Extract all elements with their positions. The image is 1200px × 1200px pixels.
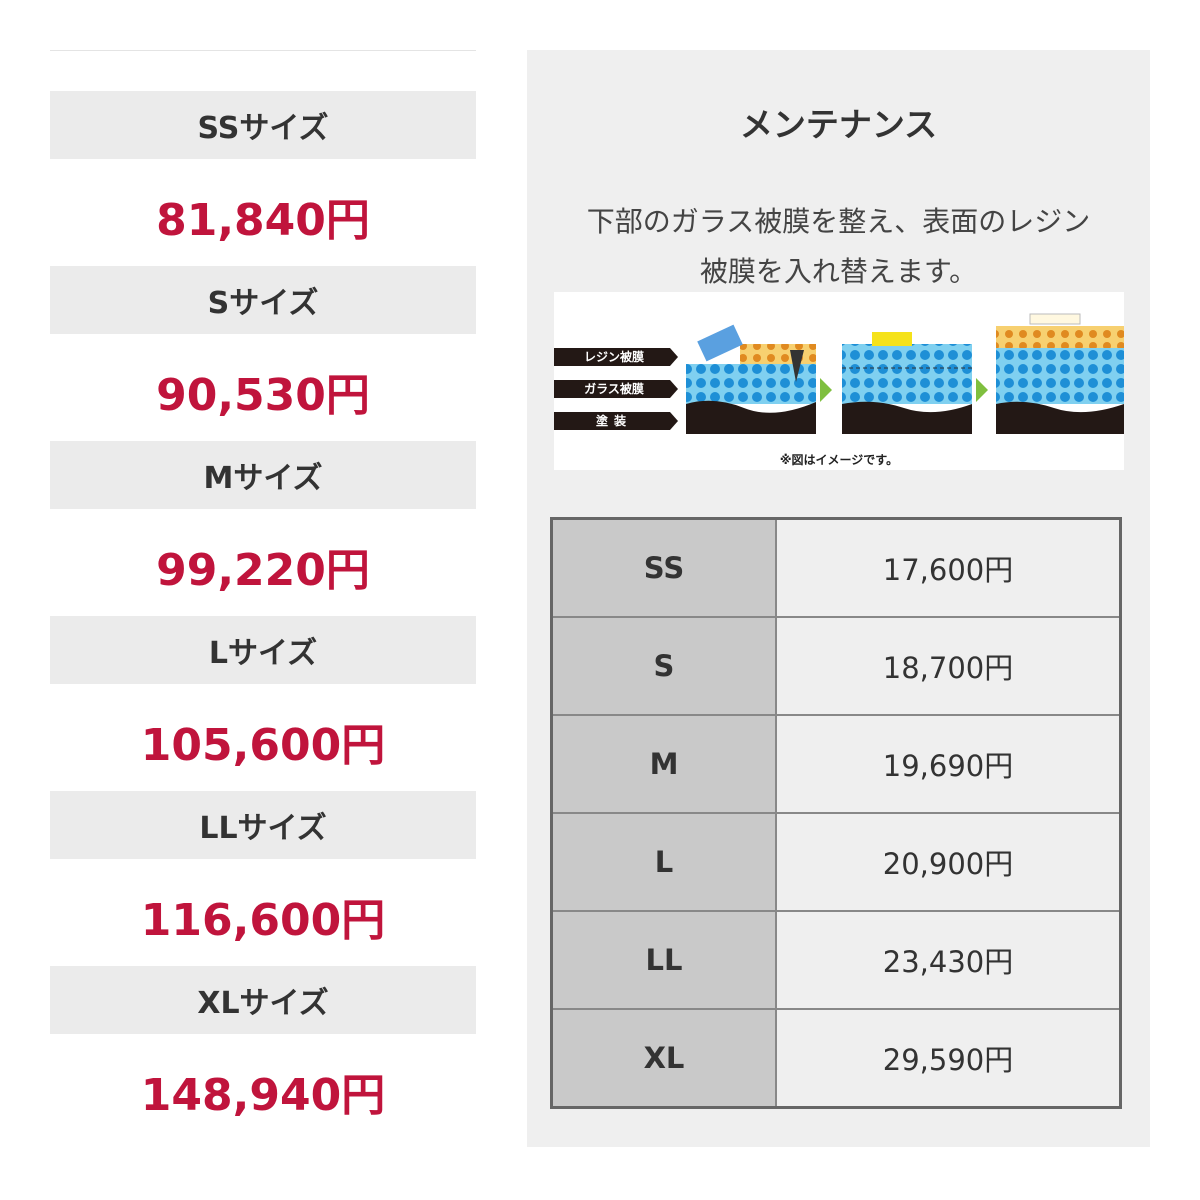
size-label: Sサイズ (50, 266, 476, 334)
table-row: M 19,690円 (550, 714, 1122, 814)
layer-label: 塗装 (596, 413, 632, 428)
size-cell: LL (550, 910, 777, 1010)
maintenance-table: SS 17,600円 S 18,700円 M 19,690円 L 20,900円 LL 23,43… (550, 517, 1122, 1109)
price-cell: 29,590円 (775, 1008, 1122, 1109)
price-list: SSサイズ 81,840円 Sサイズ 90,530円 Mサイズ 99,220円 Lサイズ 10… (50, 50, 476, 1121)
figure-note: ※図はイメージです。 (780, 453, 898, 467)
layer-tag (554, 380, 678, 398)
table-row: S 18,700円 (550, 616, 1122, 716)
size-cell: L (550, 812, 777, 912)
size-label: SSサイズ (50, 91, 476, 159)
price-cell: 23,430円 (775, 910, 1122, 1010)
price-cell: 20,900円 (775, 812, 1122, 912)
size-label: Lサイズ (50, 616, 476, 684)
layer-label: レジン被膜 (584, 349, 644, 364)
description: 下部のガラス被膜を整え、表面のレジン (586, 205, 1091, 238)
table-row: LL 23,430円 (550, 910, 1122, 1010)
layer-label: ガラス被膜 (584, 381, 644, 396)
panel-1 (686, 314, 816, 434)
size-label: Mサイズ (50, 441, 476, 509)
panel-3 (996, 313, 1124, 434)
size-cell: SS (550, 517, 777, 618)
maintenance-panel: メンテナンス 下部のガラス被膜を整え、表面のレジン 被膜を入れ替えます。 (527, 50, 1150, 1147)
table-row: XL 29,590円 (550, 1008, 1122, 1109)
size-price: 148,940円 (140, 1070, 386, 1121)
size-cell: XL (550, 1008, 777, 1109)
price-cell: 19,690円 (775, 714, 1122, 814)
size-price: 116,600円 (140, 895, 386, 946)
size-price: 99,220円 (156, 545, 370, 596)
size-cell: S (550, 616, 777, 716)
panel-title: メンテナンス (739, 105, 938, 144)
size-label: LLサイズ (50, 791, 476, 859)
layer-tag (554, 348, 678, 366)
description: 被膜を入れ替えます。 (699, 255, 978, 288)
size-cell: M (550, 714, 777, 814)
size-price: 81,840円 (156, 195, 370, 246)
size-label: XLサイズ (50, 966, 476, 1034)
table-row: SS 17,600円 (550, 517, 1122, 618)
price-cell: 17,600円 (775, 517, 1122, 618)
size-price: 105,600円 (140, 720, 386, 771)
table-row: L 20,900円 (550, 812, 1122, 912)
size-price: 90,530円 (156, 370, 370, 421)
price-cell: 18,700円 (775, 616, 1122, 716)
layer-tag (554, 412, 678, 430)
panel-2 (842, 314, 972, 434)
